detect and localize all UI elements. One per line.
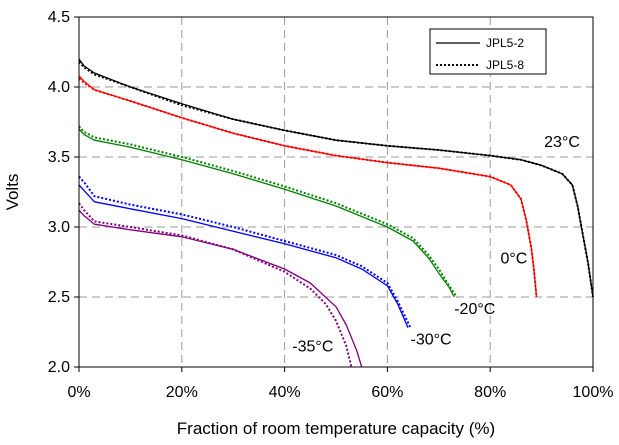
temperature-label: -20°C [454, 301, 495, 318]
temperature-label: 0°C [500, 250, 527, 267]
y-tick-label: 3.5 [48, 149, 70, 166]
series-line-minus20c-jpl5-2 [78, 128, 455, 298]
series-line-minus20c-jpl5-8 [78, 125, 458, 298]
y-tick-label: 3.0 [48, 219, 70, 236]
plot-area-frame [78, 16, 594, 368]
x-tick-label: 60% [371, 384, 403, 401]
series-line-0c-jpl5-2 [78, 75, 538, 298]
series-line-23c-jpl5-8 [78, 61, 594, 298]
series-layer [78, 58, 594, 368]
legend-box [429, 28, 547, 75]
temperature-label: 23°C [544, 134, 580, 151]
temperature-label: -35°C [292, 339, 333, 356]
series-line-minus35c-jpl5-2 [78, 209, 363, 368]
x-tick-label: 0% [67, 384, 90, 401]
legend: JPL5-2 JPL5-8 [429, 28, 547, 75]
x-tick-label: 20% [166, 384, 198, 401]
x-tick-label: 100% [573, 384, 614, 401]
x-axis-label: Fraction of room temperature capacity (%… [177, 419, 495, 438]
grid-lines [79, 17, 593, 367]
y-axis-label: Volts [3, 174, 22, 211]
series-line-0c-jpl5-8 [78, 77, 538, 298]
legend-entry-label: JPL5-2 [486, 36, 524, 50]
temperature-annotations: 23°C 0°C -20°C-30°C -35°C [292, 134, 580, 355]
y-tick-label: 2.5 [48, 289, 70, 306]
x-tick-label: 80% [474, 384, 506, 401]
axis-ticks: 0% 20% 40% 60% 80% 100% 2.0 2.5 3.0 3.5 4.0 4.5 [48, 9, 614, 401]
y-tick-label: 2.0 [48, 359, 70, 376]
y-tick-label: 4.0 [48, 79, 70, 96]
series-line-minus30c-jpl5-8 [78, 175, 412, 329]
y-tick-label: 4.5 [48, 9, 70, 26]
legend-entry-label: JPL5-8 [486, 58, 524, 72]
x-tick-label: 40% [269, 384, 301, 401]
series-line-minus30c-jpl5-2 [78, 184, 409, 329]
temperature-label: -30°C [411, 332, 452, 349]
series-line-minus35c-jpl5-8 [78, 202, 353, 368]
